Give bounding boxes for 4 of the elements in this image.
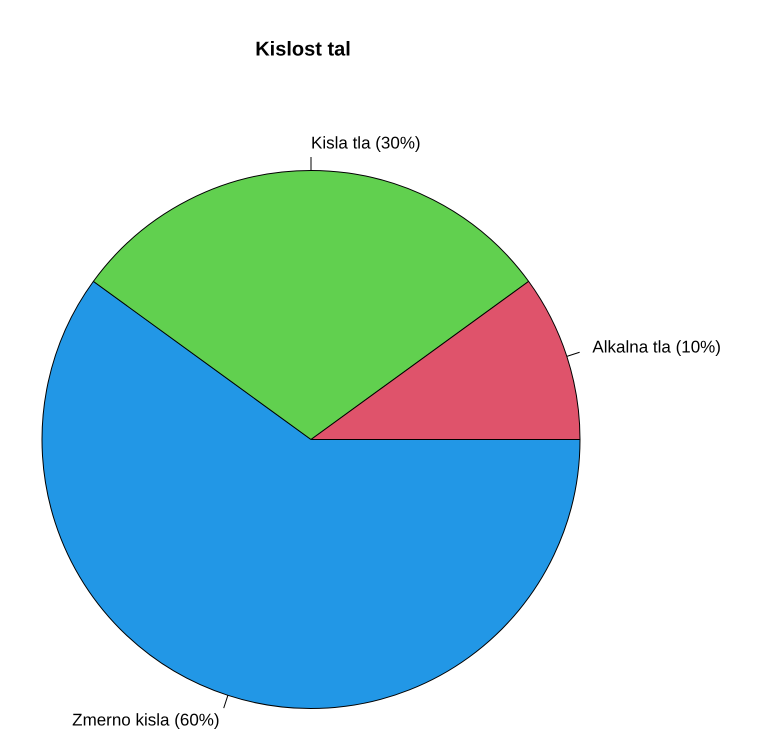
chart-title: Kislost tal — [255, 38, 351, 61]
slice-label: Alkalna tla (10%) — [592, 338, 721, 357]
slice-label: Zmerno kisla (60%) — [72, 710, 220, 730]
slice-label: Kisla tla (30%) — [311, 133, 421, 152]
